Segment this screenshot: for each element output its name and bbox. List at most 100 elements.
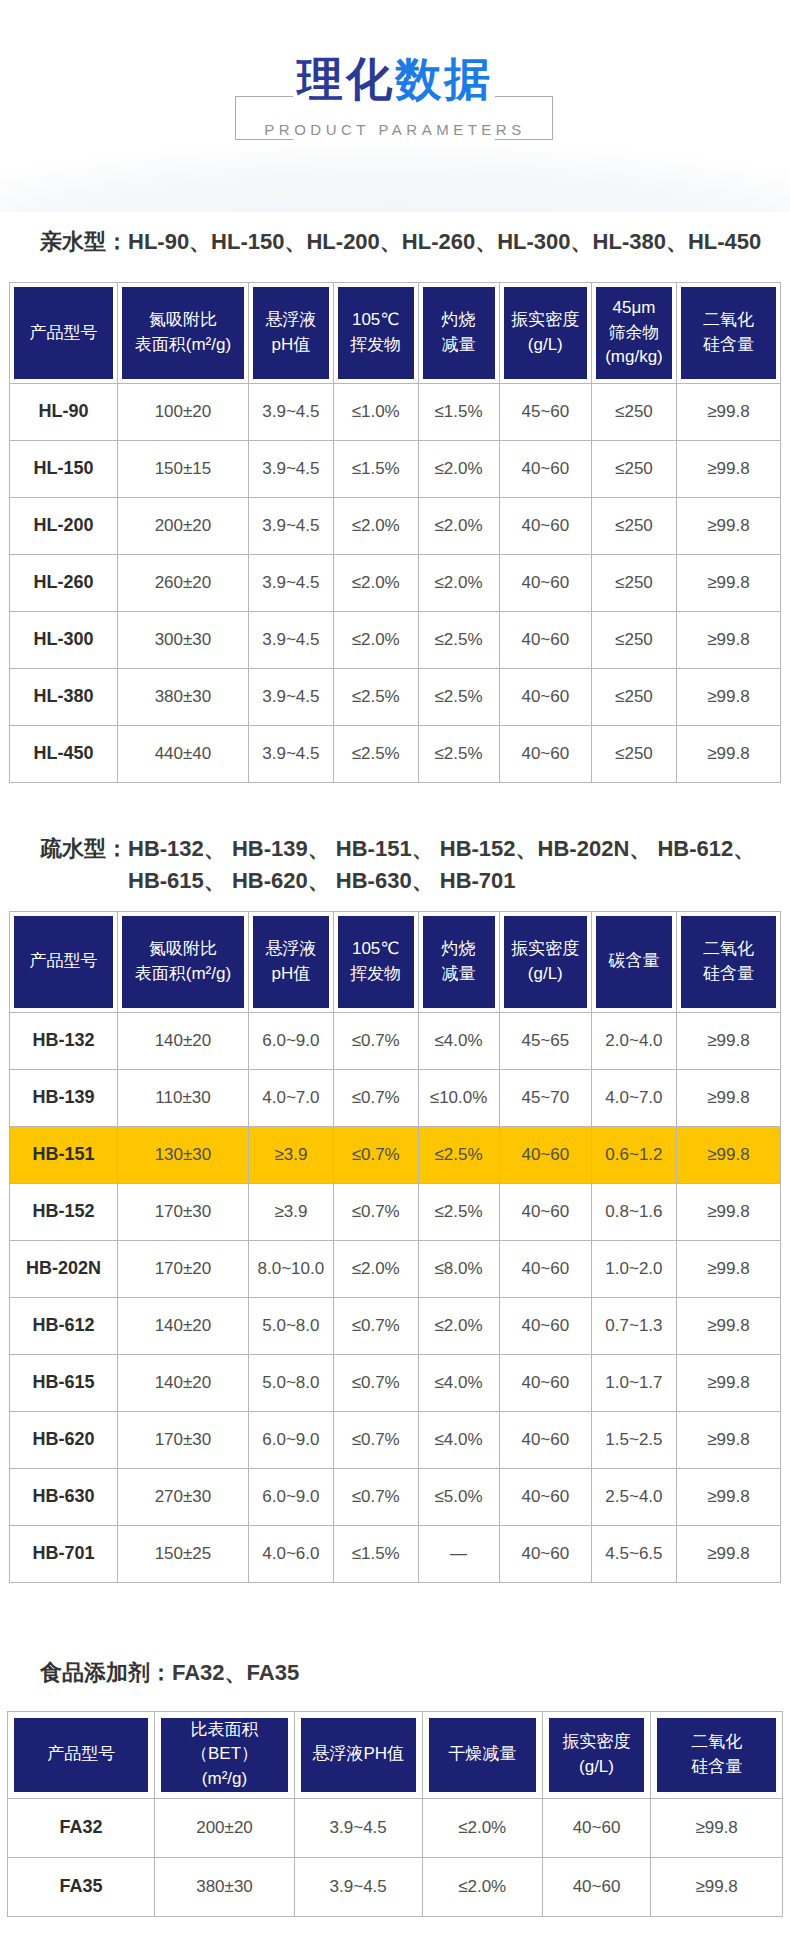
value-cell: 170±30 xyxy=(117,1183,248,1240)
value-cell: 45~65 xyxy=(499,1012,592,1069)
column-header-cell: 氮吸附比 表面积(m²/g) xyxy=(117,282,248,383)
value-cell: ≥99.8 xyxy=(676,1126,780,1183)
page-header: 理化数据 PRODUCT PARAMETERS xyxy=(0,0,790,212)
value-cell: ≤250 xyxy=(592,725,677,782)
column-header-label: 105℃ 挥发物 xyxy=(338,916,414,1008)
table-row: HB-202N170±208.0~10.0≤2.0%≤8.0%40~601.0~… xyxy=(10,1240,781,1297)
value-cell: ≥99.8 xyxy=(676,554,780,611)
column-header-label: 产品型号 xyxy=(14,916,113,1008)
hydrophilic-products-table: 产品型号氮吸附比 表面积(m²/g)悬浮液 pH值105℃ 挥发物灼烧 减量振实… xyxy=(9,282,781,783)
value-cell: ≥99.8 xyxy=(676,725,780,782)
table-row: HB-630270±306.0~9.0≤0.7%≤5.0%40~602.5~4.… xyxy=(10,1468,781,1525)
value-cell: 300±30 xyxy=(117,611,248,668)
column-header-label: 振实密度 (g/L) xyxy=(504,287,588,379)
value-cell: ≤2.0% xyxy=(418,440,499,497)
column-header-cell: 产品型号 xyxy=(8,1711,155,1798)
table-row: HB-139110±304.0~7.0≤0.7%≤10.0%45~704.0~7… xyxy=(10,1069,781,1126)
table-header-row: 产品型号比表面积（BET） (m²/g)悬浮液PH值干燥减量振实密度 (g/L)… xyxy=(8,1711,783,1798)
value-cell: ≥99.8 xyxy=(676,1525,780,1582)
value-cell: 40~60 xyxy=(499,1240,592,1297)
value-cell: ≤2.0% xyxy=(418,1297,499,1354)
value-cell: ≥99.8 xyxy=(651,1857,783,1916)
product-model-cell: HB-615 xyxy=(10,1354,118,1411)
value-cell: 40~60 xyxy=(542,1798,651,1857)
section-model-list: FA32、FA35 xyxy=(172,1657,299,1689)
value-cell: 0.8~1.6 xyxy=(592,1183,677,1240)
product-model-cell: HB-151 xyxy=(10,1126,118,1183)
table-row: HL-380380±303.9~4.5≤2.5%≤2.5%40~60≤250≥9… xyxy=(10,668,781,725)
value-cell: ≤0.7% xyxy=(333,1354,418,1411)
column-header-label: 二氧化 硅含量 xyxy=(681,916,776,1008)
value-cell: 260±20 xyxy=(117,554,248,611)
value-cell: 3.9~4.5 xyxy=(249,497,334,554)
column-header-label: 振实密度 (g/L) xyxy=(504,916,588,1008)
value-cell: ≤250 xyxy=(592,497,677,554)
column-header-label: 105℃ 挥发物 xyxy=(338,287,414,379)
value-cell: 380±30 xyxy=(117,668,248,725)
value-cell: 40~60 xyxy=(499,611,592,668)
value-cell: ≤2.0% xyxy=(418,554,499,611)
value-cell: ≤250 xyxy=(592,554,677,611)
value-cell: 4.5~6.5 xyxy=(592,1525,677,1582)
value-cell: ≤2.5% xyxy=(418,1126,499,1183)
value-cell: ≤0.7% xyxy=(333,1183,418,1240)
section-label: 食品添加剂： xyxy=(40,1657,172,1689)
column-header-cell: 105℃ 挥发物 xyxy=(333,911,418,1012)
table-header-row: 产品型号氮吸附比 表面积(m²/g)悬浮液 pH值105℃ 挥发物灼烧 减量振实… xyxy=(10,911,781,1012)
value-cell: ≤8.0% xyxy=(418,1240,499,1297)
value-cell: ≤2.0% xyxy=(333,1240,418,1297)
product-model-cell: HB-701 xyxy=(10,1525,118,1582)
table-row: HB-151130±30≥3.9≤0.7%≤2.5%40~600.6~1.2≥9… xyxy=(10,1126,781,1183)
value-cell: ≤2.0% xyxy=(422,1857,542,1916)
table-row: HB-620170±306.0~9.0≤0.7%≤4.0%40~601.5~2.… xyxy=(10,1411,781,1468)
value-cell: ≥99.8 xyxy=(676,1297,780,1354)
table-row: HB-615140±205.0~8.0≤0.7%≤4.0%40~601.0~1.… xyxy=(10,1354,781,1411)
value-cell: ≥3.9 xyxy=(249,1126,334,1183)
value-cell: 45~70 xyxy=(499,1069,592,1126)
value-cell: ≥99.8 xyxy=(676,611,780,668)
table-row: HL-90100±203.9~4.5≤1.0%≤1.5%45~60≤250≥99… xyxy=(10,383,781,440)
column-header-cell: 碳含量 xyxy=(592,911,677,1012)
value-cell: 0.6~1.2 xyxy=(592,1126,677,1183)
table-row: HL-260260±203.9~4.5≤2.0%≤2.0%40~60≤250≥9… xyxy=(10,554,781,611)
value-cell: 40~60 xyxy=(499,1468,592,1525)
value-cell: 5.0~8.0 xyxy=(249,1297,334,1354)
product-model-cell: HB-132 xyxy=(10,1012,118,1069)
value-cell: 40~60 xyxy=(542,1857,651,1916)
value-cell: 3.9~4.5 xyxy=(294,1857,422,1916)
value-cell: 170±20 xyxy=(117,1240,248,1297)
value-cell: ≤4.0% xyxy=(418,1354,499,1411)
value-cell: ≤250 xyxy=(592,668,677,725)
value-cell: 380±30 xyxy=(155,1857,295,1916)
value-cell: 200±20 xyxy=(117,497,248,554)
value-cell: ≥99.8 xyxy=(676,1354,780,1411)
value-cell: ≤1.5% xyxy=(418,383,499,440)
value-cell: ≥99.8 xyxy=(676,1183,780,1240)
value-cell: ≤250 xyxy=(592,383,677,440)
value-cell: 40~60 xyxy=(499,668,592,725)
section-label: 亲水型： xyxy=(40,226,128,258)
product-model-cell: HL-260 xyxy=(10,554,118,611)
value-cell: ≤2.5% xyxy=(418,611,499,668)
product-model-cell: HB-612 xyxy=(10,1297,118,1354)
column-header-cell: 产品型号 xyxy=(10,282,118,383)
column-header-label: 悬浮液PH值 xyxy=(301,1718,416,1792)
value-cell: ≤0.7% xyxy=(333,1012,418,1069)
value-cell: 1.0~1.7 xyxy=(592,1354,677,1411)
value-cell: 6.0~9.0 xyxy=(249,1012,334,1069)
value-cell: ≤2.0% xyxy=(333,611,418,668)
model-list-line1: HB-132、 HB-139、 HB-151、 HB-152、HB-202N、 … xyxy=(128,833,755,865)
model-list-line1: FA32、FA35 xyxy=(172,1657,299,1689)
value-cell: ≥99.8 xyxy=(676,1468,780,1525)
value-cell: 150±15 xyxy=(117,440,248,497)
value-cell: 3.9~4.5 xyxy=(294,1798,422,1857)
value-cell: 2.5~4.0 xyxy=(592,1468,677,1525)
value-cell: ≤0.7% xyxy=(333,1297,418,1354)
table-row: HB-152170±30≥3.9≤0.7%≤2.5%40~600.8~1.6≥9… xyxy=(10,1183,781,1240)
product-model-cell: HB-152 xyxy=(10,1183,118,1240)
value-cell: ≤2.5% xyxy=(418,725,499,782)
column-header-label: 二氧化 硅含量 xyxy=(657,1718,776,1792)
value-cell: ≤10.0% xyxy=(418,1069,499,1126)
value-cell: 3.9~4.5 xyxy=(249,440,334,497)
product-model-cell: HB-630 xyxy=(10,1468,118,1525)
